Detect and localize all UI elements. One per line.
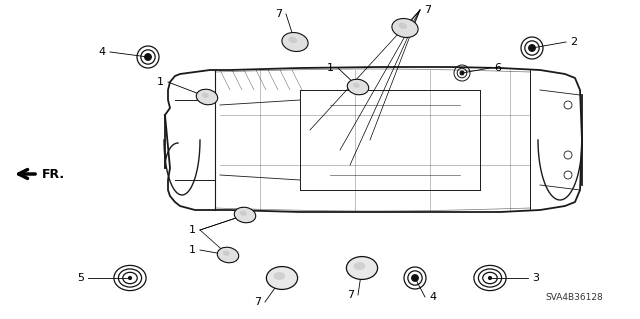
Text: 1: 1 <box>189 245 196 255</box>
Ellipse shape <box>202 93 209 98</box>
Text: 1: 1 <box>327 63 334 73</box>
Ellipse shape <box>348 79 369 95</box>
Text: 7: 7 <box>275 9 282 19</box>
Circle shape <box>529 45 535 51</box>
Text: 4: 4 <box>99 47 106 57</box>
Circle shape <box>460 71 464 75</box>
Text: 7: 7 <box>424 5 431 15</box>
Text: 7: 7 <box>347 290 354 300</box>
Text: 1: 1 <box>157 77 164 87</box>
Circle shape <box>488 277 492 279</box>
Text: 3: 3 <box>532 273 539 283</box>
Text: 6: 6 <box>494 63 501 73</box>
Ellipse shape <box>399 23 407 29</box>
Ellipse shape <box>266 267 298 289</box>
Text: 2: 2 <box>570 37 577 47</box>
Ellipse shape <box>218 247 239 263</box>
Text: FR.: FR. <box>42 167 65 181</box>
Text: 1: 1 <box>189 225 196 235</box>
Circle shape <box>129 277 131 279</box>
Ellipse shape <box>239 211 247 216</box>
Ellipse shape <box>353 83 360 88</box>
Ellipse shape <box>196 89 218 105</box>
Text: 5: 5 <box>77 273 84 283</box>
Circle shape <box>145 54 151 60</box>
Text: 7: 7 <box>254 297 261 307</box>
Text: 4: 4 <box>429 292 436 302</box>
Ellipse shape <box>234 207 256 223</box>
Circle shape <box>412 275 419 281</box>
Ellipse shape <box>346 256 378 279</box>
Ellipse shape <box>273 272 285 280</box>
Ellipse shape <box>282 33 308 51</box>
Ellipse shape <box>223 251 230 256</box>
Ellipse shape <box>392 19 418 38</box>
Ellipse shape <box>353 262 365 270</box>
Text: SVA4B36128: SVA4B36128 <box>545 293 603 302</box>
Ellipse shape <box>289 37 297 43</box>
